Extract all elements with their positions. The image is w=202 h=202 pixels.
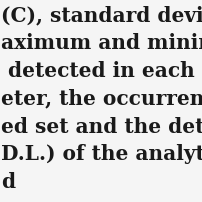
Text: detected in each: detected in each [1, 61, 195, 81]
Text: ed set and the detec: ed set and the detec [1, 117, 202, 137]
Text: eter, the occurrence: eter, the occurrence [1, 89, 202, 109]
Text: (Ϲ), standard devia: (Ϲ), standard devia [1, 5, 202, 25]
Text: aximum and minim: aximum and minim [1, 33, 202, 53]
Text: d: d [1, 172, 15, 192]
Text: D.L.) of the analyti: D.L.) of the analyti [1, 144, 202, 164]
